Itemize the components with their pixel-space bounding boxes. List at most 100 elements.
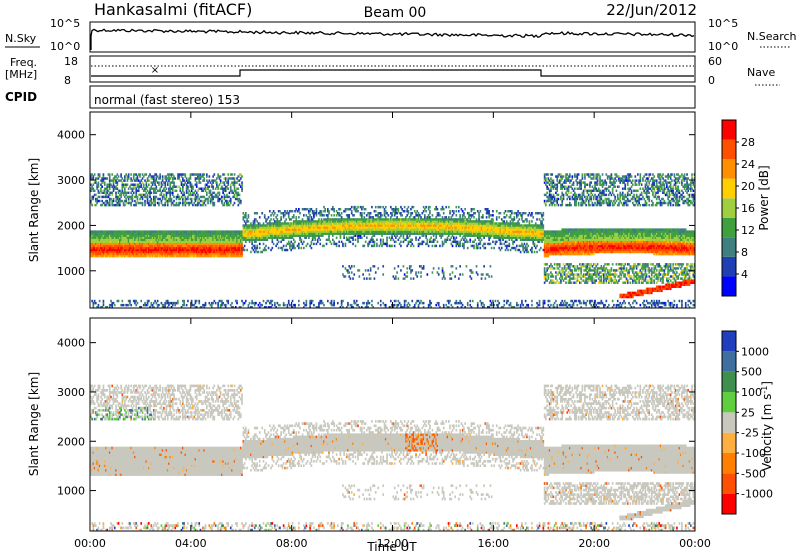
- power-cell: [103, 250, 106, 254]
- power-cell: [101, 236, 103, 239]
- power-cell: [102, 238, 105, 242]
- power-cell: [241, 252, 243, 256]
- power-cell: [103, 242, 106, 246]
- power-cell: [303, 246, 305, 250]
- power-cell: [410, 265, 412, 268]
- power-cell: [353, 299, 356, 303]
- power-cell: [174, 177, 177, 180]
- power-cell: [422, 267, 425, 270]
- power-cell: [393, 303, 396, 307]
- power-cell: [217, 301, 219, 305]
- power-cell: [199, 181, 202, 184]
- power-cell: [310, 216, 313, 219]
- power-cell: [384, 205, 387, 209]
- power-cell: [206, 173, 208, 176]
- power-cell: [270, 214, 272, 217]
- power-cell: [390, 238, 392, 242]
- power-cell: [92, 303, 95, 307]
- power-cell: [442, 242, 445, 246]
- power-cell: [298, 208, 300, 211]
- power-cell: [195, 299, 198, 303]
- power-cell: [455, 236, 458, 239]
- power-cell: [393, 214, 396, 217]
- power-cell: [227, 179, 230, 182]
- power-cell: [103, 248, 106, 252]
- power-cell: [376, 238, 378, 242]
- power-cell: [229, 197, 232, 201]
- power-cell: [410, 271, 412, 274]
- power-cell: [102, 303, 105, 307]
- power-cell: [103, 236, 106, 239]
- power-cell: [358, 275, 361, 278]
- power-cell: [91, 187, 93, 190]
- power-cell: [96, 199, 98, 203]
- power-cell: [384, 216, 387, 219]
- power-cell: [102, 254, 105, 258]
- power-cell: [315, 208, 318, 211]
- power-cell: [363, 216, 366, 219]
- power-cell: [179, 201, 182, 205]
- nave-tick-lo: 0: [708, 74, 715, 87]
- power-cell: [93, 242, 96, 246]
- power-cell: [451, 214, 454, 217]
- power-cell: [435, 205, 438, 209]
- power-cell: [256, 220, 259, 223]
- power-cell: [101, 232, 103, 235]
- power-cell: [161, 175, 164, 178]
- power-cell: [97, 230, 100, 233]
- power-cell: [350, 210, 353, 213]
- power-cell: [159, 173, 161, 176]
- power-cell: [449, 210, 451, 213]
- power-cell: [266, 238, 269, 242]
- power-cell: [90, 248, 92, 252]
- power-cell: [136, 301, 139, 305]
- power-cell: [368, 301, 371, 305]
- power-cell: [374, 210, 377, 213]
- power-cell: [93, 250, 96, 254]
- power-cell: [430, 301, 432, 305]
- power-cell: [91, 230, 93, 233]
- power-cell: [223, 203, 226, 207]
- power-cell: [256, 212, 259, 215]
- power-cell: [219, 175, 222, 178]
- power-cell: [403, 277, 406, 280]
- power-cell: [102, 181, 105, 184]
- power-cell: [256, 246, 259, 250]
- power-cell: [368, 273, 371, 276]
- power-cell: [445, 205, 448, 209]
- power-cell: [187, 299, 189, 303]
- power-cell: [155, 195, 158, 199]
- power-cell: [294, 303, 296, 307]
- power-cell: [387, 214, 390, 217]
- power-cell: [192, 185, 194, 188]
- power-cell: [102, 240, 105, 244]
- power-cell: [92, 197, 95, 201]
- power-cell: [269, 210, 271, 213]
- power-cell: [100, 248, 102, 252]
- power-cell: [349, 267, 352, 270]
- power-cell: [148, 299, 150, 303]
- power-cell: [350, 205, 353, 209]
- power-cell: [95, 252, 97, 256]
- power-cell: [427, 244, 430, 248]
- power-cell: [397, 265, 400, 268]
- power-cell: [95, 203, 97, 207]
- power-cell: [92, 230, 95, 233]
- power-cell: [197, 203, 199, 207]
- power-cell: [98, 299, 101, 303]
- power-cell: [396, 271, 398, 274]
- power-cell: [243, 248, 246, 252]
- power-cell: [405, 238, 407, 242]
- power-cell: [420, 275, 422, 278]
- power-cell: [165, 187, 168, 190]
- power-cell: [373, 265, 376, 268]
- power-cell: [91, 252, 93, 256]
- power-cell: [403, 301, 406, 305]
- power-cell: [410, 208, 412, 211]
- power-cell: [325, 242, 328, 246]
- power-cell: [402, 265, 405, 268]
- power-cell: [202, 189, 204, 193]
- power-cell: [248, 301, 251, 305]
- power-cell: [247, 214, 250, 217]
- power-cell: [173, 199, 175, 203]
